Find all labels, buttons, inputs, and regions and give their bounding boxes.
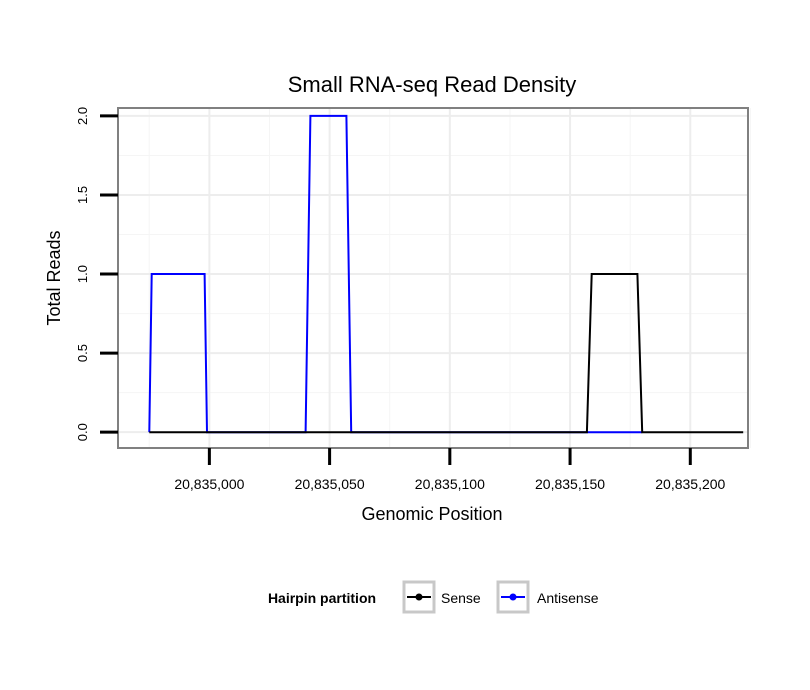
- legend: Hairpin partition Sense Antisense: [268, 580, 599, 614]
- x-axis-label: Genomic Position: [361, 504, 502, 524]
- x-tick-label: 20,835,050: [295, 476, 365, 492]
- legend-items: Sense Antisense: [402, 580, 599, 614]
- y-axis-label: Total Reads: [44, 230, 64, 325]
- y-tick-label: 1.0: [75, 265, 90, 283]
- y-tick-label: 1.5: [75, 186, 90, 204]
- x-tick-label: 20,835,000: [174, 476, 244, 492]
- x-tick-label: 20,835,150: [535, 476, 605, 492]
- legend-label-antisense: Antisense: [537, 590, 599, 606]
- y-tick-label: 2.0: [75, 107, 90, 125]
- x-tick-label: 20,835,200: [655, 476, 725, 492]
- chart-title: Small RNA-seq Read Density: [288, 72, 577, 97]
- y-tick-label: 0.5: [75, 344, 90, 362]
- y-tick-label: 0.0: [75, 423, 90, 441]
- legend-title: Hairpin partition: [268, 590, 376, 606]
- legend-key-point: [415, 593, 423, 601]
- legend-label-sense: Sense: [441, 590, 481, 606]
- series-line-sense: [149, 273, 744, 434]
- x-tick-label: 20,835,100: [415, 476, 485, 492]
- legend-key-point: [509, 593, 517, 601]
- plot-background: [118, 108, 748, 448]
- plot-border: [117, 107, 749, 449]
- plot-area: 0.0 0.5 1.0 1.5 2.0 20,835,000 20,835,050 20,83…: [75, 107, 751, 492]
